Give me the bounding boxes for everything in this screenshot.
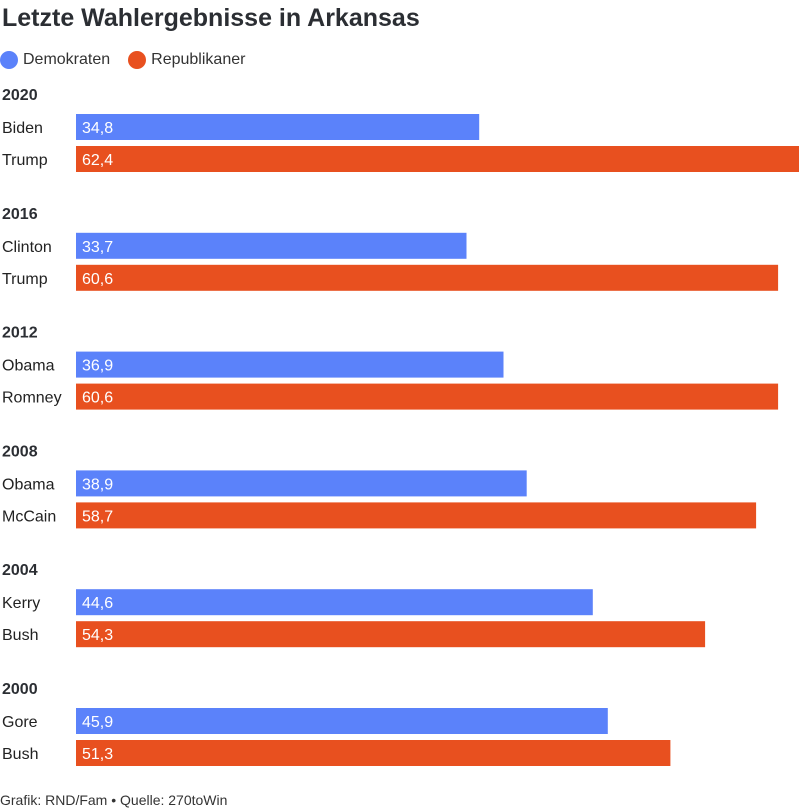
source-footer: Grafik: RND/Fam • Quelle: 270toWin <box>0 792 228 808</box>
bar <box>76 383 779 410</box>
year-label: 2004 <box>2 562 38 579</box>
legend: Demokraten Republikaner <box>0 50 263 70</box>
bar-value-label: 44,6 <box>82 595 113 612</box>
bar-value-label: 51,3 <box>82 746 113 763</box>
bar <box>76 740 671 766</box>
candidate-label: Obama <box>2 358 55 375</box>
bar-value-label: 36,9 <box>82 358 113 375</box>
candidate-label: Trump <box>2 152 48 169</box>
legend-label-republicans: Republikaner <box>151 51 246 68</box>
bar <box>76 621 706 648</box>
bar <box>76 708 608 734</box>
bar-value-label: 54,3 <box>82 627 113 644</box>
bar <box>76 502 757 529</box>
bar <box>76 232 467 259</box>
bar-value-label: 45,9 <box>82 714 113 731</box>
bar-chart: 2020 Biden 34,8 Trump 62,4 2016 Clinton 33,7 Tru… <box>2 87 799 766</box>
candidate-label: Bush <box>2 627 38 644</box>
candidate-label: Obama <box>2 476 55 493</box>
legend-item-democrats: Demokraten <box>0 51 110 69</box>
year-label: 2008 <box>2 443 38 460</box>
legend-dot-democrats <box>0 51 18 69</box>
year-label: 2016 <box>2 206 38 223</box>
bar-value-label: 34,8 <box>82 120 113 137</box>
bar <box>76 264 779 291</box>
candidate-label: Gore <box>2 714 38 731</box>
year-label: 2000 <box>2 681 38 698</box>
legend-item-republicans: Republikaner <box>128 51 245 69</box>
year-label: 2020 <box>2 87 38 104</box>
bar-value-label: 62,4 <box>82 152 113 169</box>
candidate-label: Clinton <box>2 239 52 256</box>
bar-value-label: 33,7 <box>82 239 113 256</box>
candidate-label: Biden <box>2 120 43 137</box>
bar-value-label: 38,9 <box>82 476 113 493</box>
chart-title: Letzte Wahlergebnisse in Arkansas <box>2 4 420 32</box>
candidate-label: Kerry <box>2 595 40 612</box>
bar <box>76 589 593 616</box>
legend-label-democrats: Demokraten <box>23 51 111 68</box>
bar-value-label: 60,6 <box>82 390 113 407</box>
year-label: 2012 <box>2 325 38 342</box>
candidate-label: Bush <box>2 746 38 763</box>
bar-value-label: 60,6 <box>82 271 113 288</box>
bar <box>76 351 504 378</box>
bar <box>76 470 527 497</box>
candidate-label: McCain <box>2 508 56 525</box>
candidate-label: Trump <box>2 271 48 288</box>
candidate-label: Romney <box>2 390 62 407</box>
bar <box>76 146 799 172</box>
bar-value-label: 58,7 <box>82 508 113 525</box>
legend-dot-republicans <box>128 51 147 69</box>
bar <box>76 114 480 140</box>
